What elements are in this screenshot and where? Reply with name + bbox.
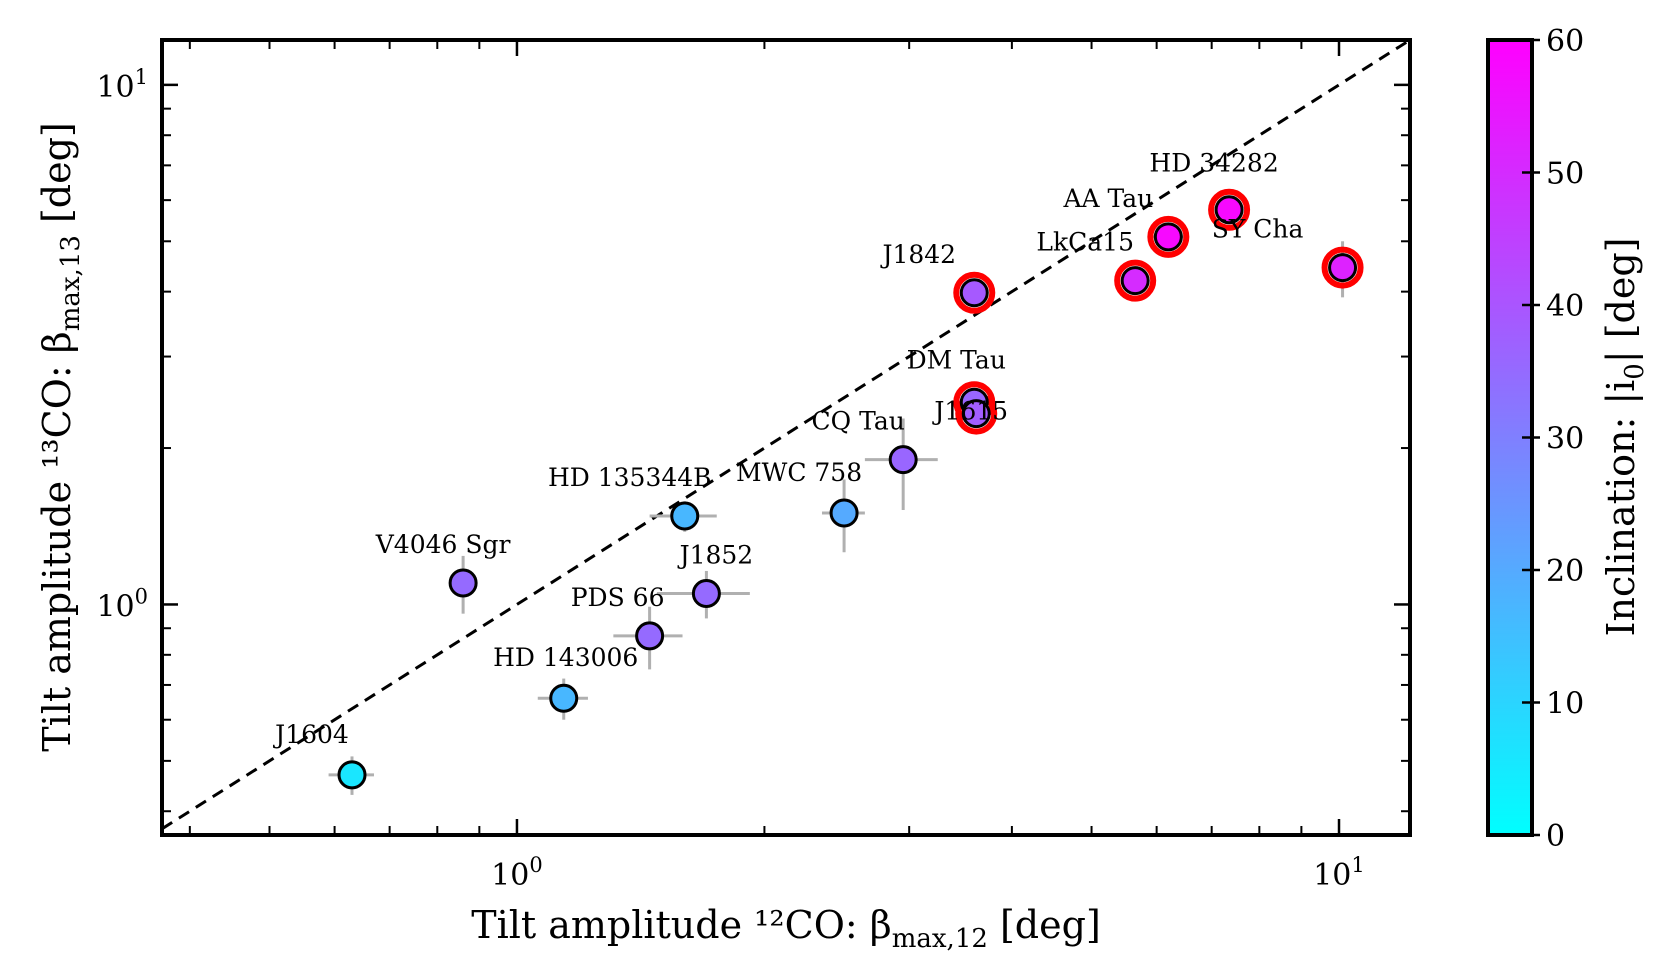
data-point-marker — [888, 445, 918, 475]
plot-frame — [160, 38, 1412, 837]
data-point-marker — [961, 399, 991, 429]
x-tick-labels: 100 101 — [491, 853, 1365, 893]
data-point-marker — [1214, 195, 1244, 225]
data-point-marker — [959, 278, 989, 308]
x-axis-title-main: Tilt amplitude ¹²CO: β — [471, 903, 892, 947]
colorbar-tick-label: 60 — [1546, 24, 1584, 59]
colorbar-tick-label: 10 — [1546, 687, 1584, 722]
data-point-label: HD 143006 — [493, 643, 638, 672]
y-axis-title-main: Tilt amplitude ¹³CO: β — [35, 331, 79, 752]
colorbar-tick-label: 40 — [1546, 289, 1584, 324]
x-axis-title: Tilt amplitude ¹²CO: βmax,12 [deg] — [471, 903, 1101, 954]
highlight-ring — [1321, 246, 1364, 289]
error-bars — [328, 196, 1350, 795]
data-point-label: SY Cha — [1212, 215, 1304, 244]
data-point-marker — [549, 683, 579, 713]
data-point-marker — [337, 760, 367, 790]
data-point-marker — [691, 578, 721, 608]
data-markers — [337, 195, 1358, 790]
data-point-label: J1852 — [677, 540, 754, 569]
y-axis-title: Tilt amplitude ¹³CO: βmax,13 [deg] — [35, 122, 86, 752]
data-point-label: J1842 — [879, 240, 956, 269]
data-point-label: V4046 Sgr — [375, 530, 511, 559]
x-tick-label: 101 — [1313, 853, 1365, 893]
y-axis-title-unit: [deg] — [35, 122, 79, 235]
highlight-ring — [1147, 215, 1190, 258]
colorbar-title-unit: | [deg] — [1599, 237, 1643, 363]
colorbar-tick-label: 20 — [1546, 554, 1584, 589]
highlight-ring — [1208, 188, 1251, 231]
data-point-label: CQ Tau — [812, 407, 905, 436]
highlight-ring — [1114, 259, 1157, 302]
y-tick-label: 101 — [96, 65, 148, 105]
data-point-label: MWC 758 — [736, 458, 862, 487]
x-tick-label: 100 — [491, 853, 543, 893]
data-point-label: LkCa15 — [1036, 228, 1134, 257]
point-labels: J1604 HD 143006 V4046 Sgr PDS 66 J1852 HD 135… — [272, 149, 1303, 749]
colorbar-tick-label: 30 — [1546, 422, 1584, 457]
data-point-marker — [1328, 253, 1358, 283]
colorbar-title: Inclination: |i0| [deg] — [1599, 237, 1650, 636]
highlight-ring — [953, 271, 996, 314]
colorbar-title-main: Inclination: |i — [1599, 380, 1643, 637]
y-tick-label: 100 — [96, 584, 148, 624]
data-point-label: HD 135344B — [548, 463, 712, 492]
data-point-marker — [1120, 266, 1150, 296]
data-point-marker — [1153, 222, 1183, 252]
data-point-label: PDS 66 — [571, 583, 665, 612]
data-point-label: AA Tau — [1062, 184, 1153, 213]
x-axis-title-subscript: max,12 — [892, 924, 988, 954]
plot-area: J1604 HD 143006 V4046 Sgr PDS 66 J1852 HD 135… — [96, 38, 1412, 893]
data-point-marker — [635, 621, 665, 651]
identity-reference-line — [161, 38, 1411, 831]
colorbar-ticks: 0 10 20 30 40 50 60 — [1522, 24, 1584, 854]
highlight-rings — [953, 188, 1364, 435]
y-tick-labels: 100 101 — [96, 65, 148, 625]
data-point-label: HD 34282 — [1149, 149, 1278, 178]
x-axis-title-unit: [deg] — [988, 903, 1101, 947]
colorbar-title-subscript: 0 — [1620, 363, 1650, 380]
data-point-marker — [670, 501, 700, 531]
data-point-marker — [829, 498, 859, 528]
colorbar-tick-label: 0 — [1546, 819, 1565, 854]
data-point-label: DM Tau — [907, 345, 1006, 374]
data-point-label: J1604 — [272, 720, 349, 749]
colorbar-tick-label: 50 — [1546, 157, 1584, 192]
data-point-marker — [448, 568, 478, 598]
y-axis-title-subscript: max,13 — [56, 235, 86, 331]
data-point-label: J1615 — [931, 397, 1008, 426]
